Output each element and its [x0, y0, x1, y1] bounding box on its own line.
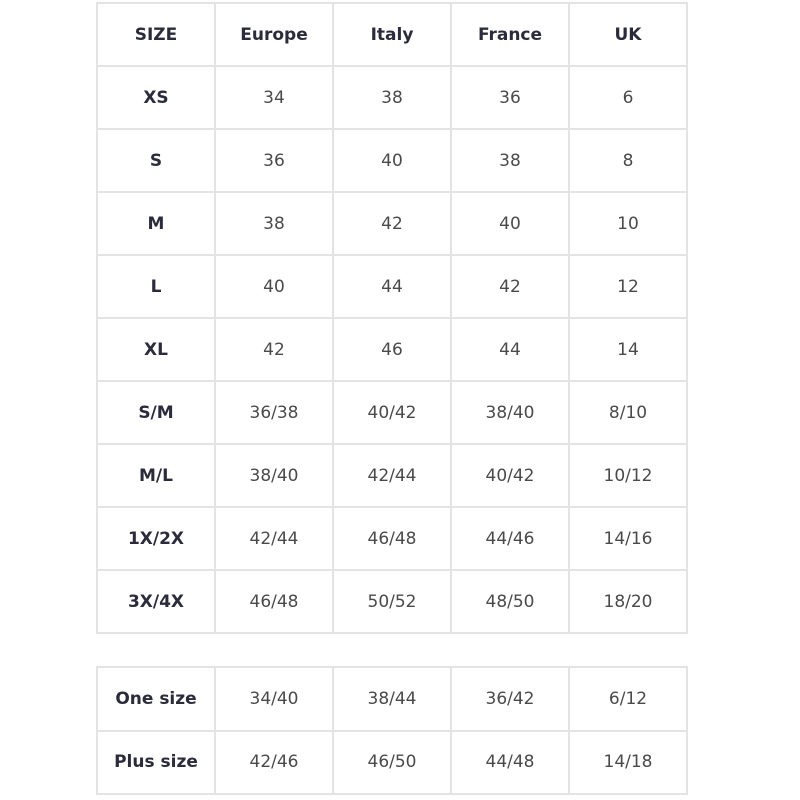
- table-cell: 38: [214, 191, 334, 256]
- column-header: SIZE: [96, 2, 216, 67]
- column-header: Italy: [332, 2, 452, 67]
- column-header: Europe: [214, 2, 334, 67]
- table-cell: 42/44: [332, 443, 452, 508]
- table-cell: 14/18: [568, 729, 688, 795]
- table-cell: 14/16: [568, 506, 688, 571]
- row-label: One size: [96, 666, 216, 732]
- row-label: XS: [96, 65, 216, 130]
- table-cell: 10/12: [568, 443, 688, 508]
- table-cell: 8/10: [568, 380, 688, 445]
- row-label: XL: [96, 317, 216, 382]
- table-cell: 36/38: [214, 380, 334, 445]
- size-chart-table: SIZE Europe Italy France UK XS 34 38 36 6 S 36 40 38 8…: [96, 2, 688, 634]
- table-cell: 6/12: [568, 666, 688, 732]
- table-cell: 12: [568, 254, 688, 319]
- table-cell: 10: [568, 191, 688, 256]
- table-cell: 46/50: [332, 729, 452, 795]
- table-cell: 44: [450, 317, 570, 382]
- table-cell: 42: [214, 317, 334, 382]
- row-label: 1X/2X: [96, 506, 216, 571]
- table-cell: 36: [214, 128, 334, 193]
- table-cell: 40/42: [450, 443, 570, 508]
- table-cell: 40: [450, 191, 570, 256]
- table-cell: 18/20: [568, 569, 688, 634]
- table-row: Plus size 42/46 46/50 44/48 14/18: [96, 729, 688, 795]
- table-cell: 34: [214, 65, 334, 130]
- table-row: XS 34 38 36 6: [96, 65, 688, 130]
- table-row: XL 42 46 44 14: [96, 317, 688, 382]
- table-cell: 38: [332, 65, 452, 130]
- table-cell: 6: [568, 65, 688, 130]
- table-cell: 14: [568, 317, 688, 382]
- table-row: One size 34/40 38/44 36/42 6/12: [96, 666, 688, 732]
- table-cell: 40/42: [332, 380, 452, 445]
- table-cell: 40: [332, 128, 452, 193]
- table-cell: 38/44: [332, 666, 452, 732]
- table-row: 3X/4X 46/48 50/52 48/50 18/20: [96, 569, 688, 634]
- table-cell: 38/40: [450, 380, 570, 445]
- table-cell: 34/40: [214, 666, 334, 732]
- table-row: 1X/2X 42/44 46/48 44/46 14/16: [96, 506, 688, 571]
- table-cell: 8: [568, 128, 688, 193]
- table-cell: 36/42: [450, 666, 570, 732]
- table-cell: 42: [450, 254, 570, 319]
- table-cell: 44: [332, 254, 452, 319]
- row-label: Plus size: [96, 729, 216, 795]
- table-cell: 46/48: [214, 569, 334, 634]
- table-row: L 40 44 42 12: [96, 254, 688, 319]
- table-cell: 44/48: [450, 729, 570, 795]
- table-cell: 36: [450, 65, 570, 130]
- table-row: M 38 42 40 10: [96, 191, 688, 256]
- column-header: France: [450, 2, 570, 67]
- row-label: S: [96, 128, 216, 193]
- row-label: M: [96, 191, 216, 256]
- special-size-table: One size 34/40 38/44 36/42 6/12 Plus size 42/4…: [96, 666, 688, 795]
- table-row: S/M 36/38 40/42 38/40 8/10: [96, 380, 688, 445]
- table-cell: 46: [332, 317, 452, 382]
- row-label: 3X/4X: [96, 569, 216, 634]
- table-cell: 42/46: [214, 729, 334, 795]
- header-row: SIZE Europe Italy France UK: [96, 2, 688, 67]
- table-cell: 40: [214, 254, 334, 319]
- table-row: S 36 40 38 8: [96, 128, 688, 193]
- table-cell: 42: [332, 191, 452, 256]
- table-cell: 48/50: [450, 569, 570, 634]
- table-cell: 38: [450, 128, 570, 193]
- table-cell: 44/46: [450, 506, 570, 571]
- table-cell: 46/48: [332, 506, 452, 571]
- table-cell: 42/44: [214, 506, 334, 571]
- column-header: UK: [568, 2, 688, 67]
- table-cell: 50/52: [332, 569, 452, 634]
- row-label: M/L: [96, 443, 216, 508]
- table-cell: 38/40: [214, 443, 334, 508]
- table-row: M/L 38/40 42/44 40/42 10/12: [96, 443, 688, 508]
- row-label: S/M: [96, 380, 216, 445]
- row-label: L: [96, 254, 216, 319]
